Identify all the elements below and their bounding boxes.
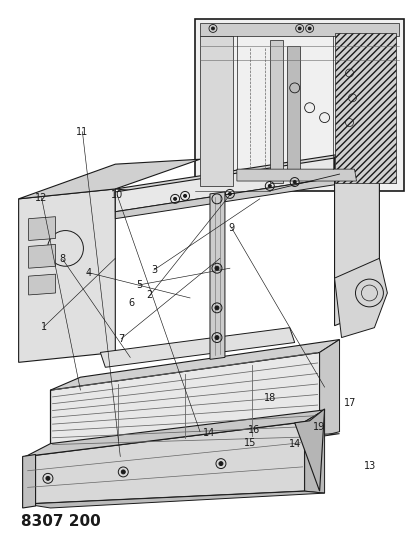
Circle shape — [46, 477, 50, 480]
Text: 3: 3 — [151, 265, 157, 275]
Circle shape — [267, 184, 271, 188]
Text: 6: 6 — [128, 298, 134, 308]
Circle shape — [214, 306, 218, 310]
Text: 16: 16 — [247, 424, 260, 434]
Polygon shape — [200, 36, 232, 186]
Text: 18: 18 — [264, 393, 276, 403]
Polygon shape — [22, 455, 36, 508]
Text: 1: 1 — [40, 322, 47, 332]
Text: 15: 15 — [243, 438, 256, 448]
Circle shape — [183, 195, 186, 197]
Polygon shape — [25, 422, 304, 504]
Text: 5: 5 — [136, 280, 142, 290]
Polygon shape — [50, 340, 339, 390]
Text: 13: 13 — [364, 462, 376, 472]
Polygon shape — [18, 159, 200, 199]
Polygon shape — [334, 34, 396, 183]
Text: 2: 2 — [146, 290, 153, 301]
Polygon shape — [334, 140, 378, 326]
Text: 8: 8 — [60, 254, 66, 264]
Text: 14: 14 — [202, 427, 215, 438]
Polygon shape — [209, 192, 225, 359]
Polygon shape — [319, 340, 339, 437]
Text: 12: 12 — [35, 192, 47, 203]
Circle shape — [308, 27, 310, 30]
Polygon shape — [29, 245, 55, 268]
Polygon shape — [29, 217, 55, 240]
Text: 9: 9 — [228, 223, 234, 233]
Polygon shape — [334, 140, 393, 160]
Text: 14: 14 — [288, 439, 300, 449]
Polygon shape — [195, 19, 403, 191]
Polygon shape — [334, 259, 387, 337]
Circle shape — [228, 192, 231, 196]
Polygon shape — [115, 157, 339, 212]
Circle shape — [214, 266, 218, 270]
Circle shape — [292, 181, 295, 183]
Circle shape — [121, 470, 125, 474]
Polygon shape — [286, 46, 299, 176]
Polygon shape — [100, 328, 294, 367]
Text: 4: 4 — [85, 268, 91, 278]
Circle shape — [214, 336, 218, 340]
Circle shape — [211, 27, 214, 30]
Polygon shape — [115, 177, 339, 219]
Circle shape — [173, 197, 176, 200]
Polygon shape — [294, 409, 324, 491]
Text: 8307 200: 8307 200 — [21, 514, 101, 529]
Polygon shape — [29, 274, 55, 295]
Text: 7: 7 — [118, 334, 124, 344]
Polygon shape — [18, 189, 115, 362]
Polygon shape — [115, 154, 359, 192]
Text: 17: 17 — [343, 398, 355, 408]
Circle shape — [297, 27, 301, 30]
Polygon shape — [236, 169, 355, 181]
Polygon shape — [25, 410, 324, 456]
Polygon shape — [304, 410, 324, 493]
Text: 10: 10 — [111, 190, 123, 200]
Polygon shape — [25, 491, 324, 508]
Circle shape — [218, 462, 222, 466]
Text: 19: 19 — [312, 422, 325, 432]
Polygon shape — [50, 434, 339, 445]
Polygon shape — [50, 352, 319, 445]
Polygon shape — [269, 41, 282, 183]
Text: 11: 11 — [76, 127, 88, 136]
Polygon shape — [200, 23, 398, 36]
